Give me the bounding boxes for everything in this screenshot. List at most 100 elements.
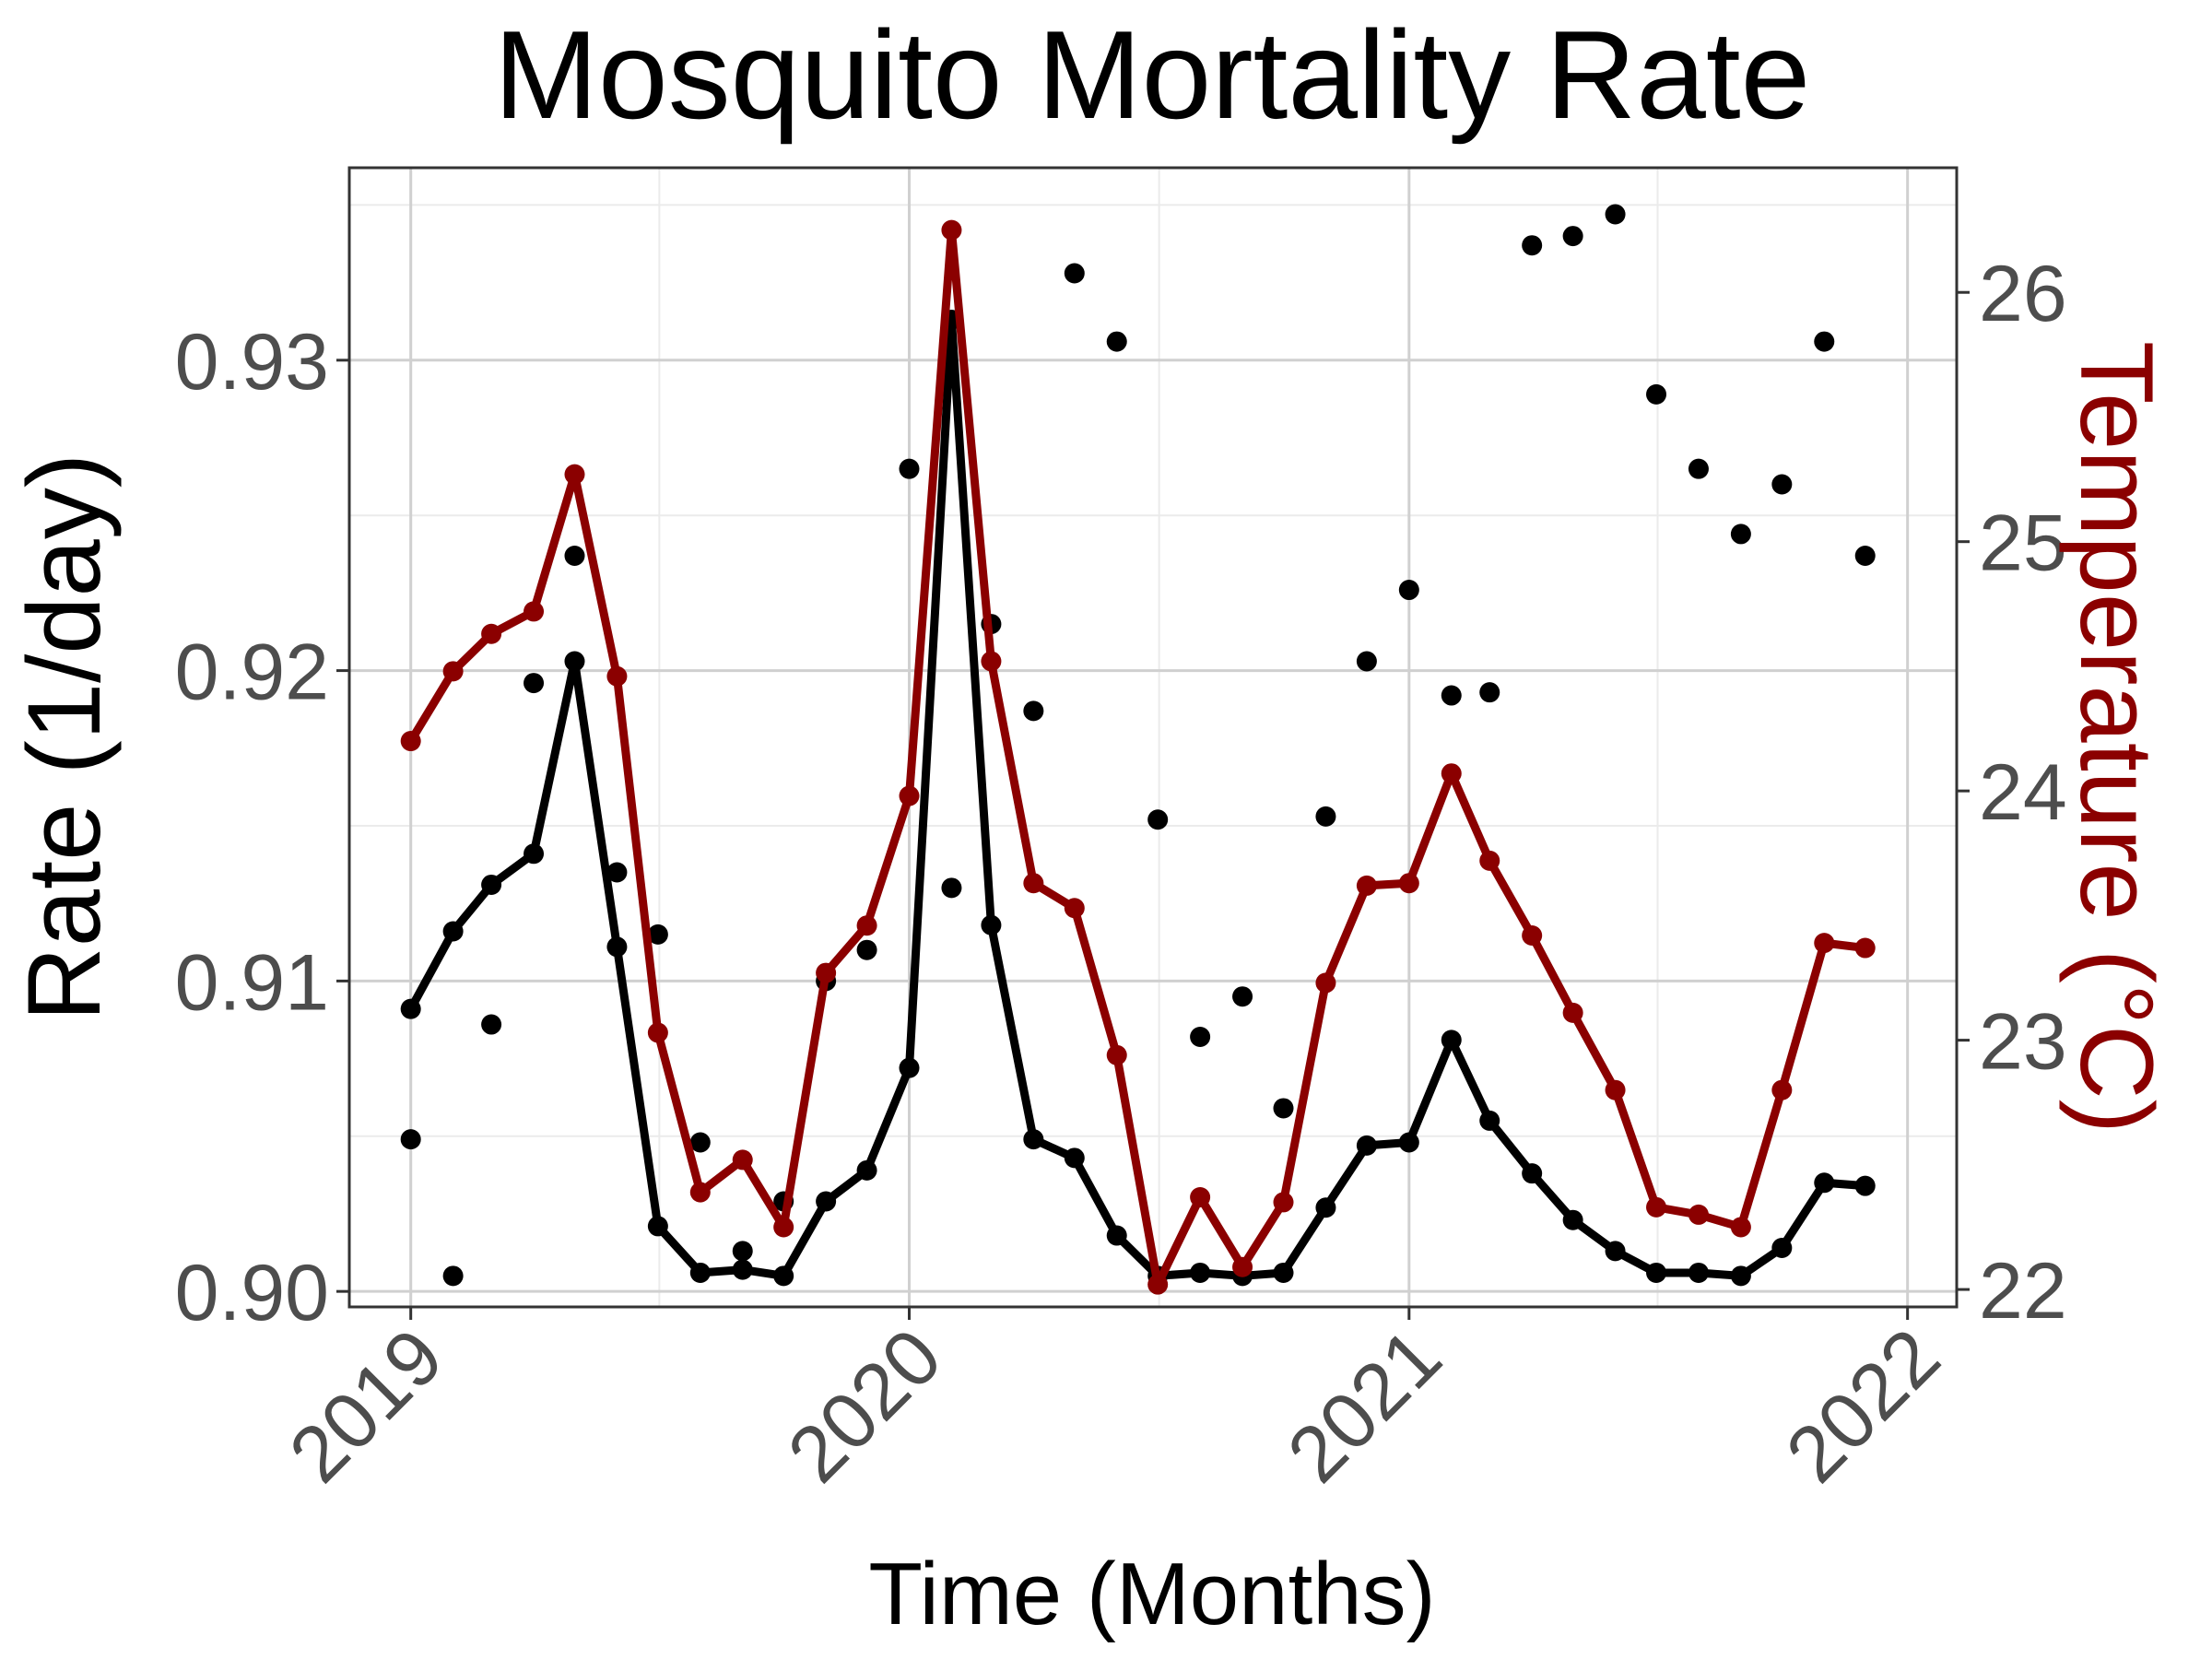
temperature-point — [1064, 898, 1085, 919]
observed-rate-point — [1441, 685, 1462, 706]
observed-rate-point — [1398, 580, 1419, 601]
rate-point — [606, 936, 628, 958]
left-axis-tick-labels: 0.90 0.91 0.92 0.93 — [175, 318, 329, 1337]
x-axis-title: Time (Months) — [868, 1545, 1435, 1643]
observed-rate-point — [481, 1014, 502, 1035]
temperature-point — [1147, 1274, 1169, 1295]
rate-point — [899, 1057, 920, 1078]
observed-rate-point — [1190, 1026, 1211, 1047]
right-axis-tick-labels: 22 23 24 25 26 — [1979, 250, 2067, 1335]
observed-rate-point — [732, 1241, 753, 1262]
temperature-point — [773, 1217, 794, 1238]
observed-rate-point — [689, 1132, 711, 1153]
rate-point — [1190, 1262, 1211, 1283]
temperature-point — [1688, 1204, 1709, 1225]
chart-title: Mosquito Mortality Rate — [494, 5, 1811, 145]
observed-rate-point — [1356, 651, 1377, 672]
rate-point — [1854, 1175, 1876, 1196]
plot-panel-border — [347, 166, 1959, 1309]
temperature-point — [524, 601, 545, 622]
observed-rate-point — [941, 877, 962, 899]
temperature-point — [1562, 1002, 1583, 1023]
rate-point — [647, 1216, 668, 1237]
rate-point — [1273, 1262, 1294, 1283]
temperature-point — [1106, 1044, 1127, 1065]
left-axis-tick-label: 0.91 — [175, 938, 329, 1027]
rate-point — [1814, 1172, 1835, 1194]
observed-rate-point — [1730, 524, 1751, 545]
right-axis-tick-label: 25 — [1979, 500, 2067, 588]
temperature-line — [406, 226, 1866, 1289]
observed-rate-point — [1605, 204, 1626, 225]
observed-rate-point — [1814, 331, 1835, 352]
rate-point — [1106, 1225, 1127, 1246]
rate-point — [1441, 1030, 1462, 1051]
observed-rate-point — [1106, 331, 1127, 352]
rate-point — [400, 998, 421, 1019]
observed-rate-points — [400, 204, 1876, 1287]
temperature-series — [400, 219, 1876, 1295]
temperature-point — [1479, 850, 1500, 871]
rate-point — [442, 921, 464, 942]
y-axis-title: Rate (1/day) — [6, 453, 122, 1021]
x-axis-tick-label: 2019 — [273, 1312, 460, 1500]
observed-rate-point — [1646, 383, 1667, 405]
temperature-point — [400, 731, 421, 752]
temperature-point — [899, 785, 920, 806]
observed-rate-point — [1479, 682, 1500, 703]
rate-point — [1730, 1265, 1751, 1287]
temperature-point — [816, 962, 837, 983]
temperature-point — [1730, 1217, 1751, 1238]
right-axis-tick-label: 24 — [1979, 748, 2067, 837]
observed-rate-point — [1315, 806, 1336, 827]
observed-rate-point — [1854, 545, 1876, 566]
temperature-point — [1232, 1256, 1253, 1277]
rate-point — [481, 874, 502, 895]
left-axis-tick-label: 0.92 — [175, 629, 329, 717]
temperature-point — [981, 651, 1002, 672]
x-axis-tick-label: 2022 — [1770, 1312, 1957, 1500]
y2-axis-title: Temperature (°C) — [2059, 341, 2174, 1134]
temperature-point — [1814, 933, 1835, 954]
observed-rate-point — [1232, 986, 1253, 1007]
axis-ticks — [336, 290, 1970, 1320]
temperature-point — [732, 1149, 753, 1171]
temperature-point — [1315, 972, 1336, 994]
observed-rate-point — [1273, 1098, 1294, 1119]
left-axis-tick-label: 0.90 — [175, 1249, 329, 1337]
observed-rate-point — [899, 458, 920, 479]
temperature-point — [1190, 1186, 1211, 1207]
temperature-point — [606, 665, 628, 687]
x-axis-tick-label: 2020 — [771, 1312, 959, 1500]
rate-point — [1771, 1238, 1793, 1259]
x-axis-tick-label: 2021 — [1271, 1312, 1458, 1500]
observed-rate-point — [647, 924, 668, 945]
rate-point — [773, 1265, 794, 1287]
temperature-point — [1356, 875, 1377, 896]
temperature-point — [1522, 925, 1543, 947]
temperature-point — [564, 464, 585, 485]
observed-rate-point — [1771, 474, 1793, 495]
right-axis-tick-label: 22 — [1979, 1247, 2067, 1335]
temperature-point — [1023, 873, 1044, 894]
grid — [349, 168, 1957, 1307]
temperature-point — [1398, 873, 1419, 894]
observed-rate-point — [1023, 700, 1044, 722]
observed-rate-point — [524, 673, 545, 694]
temperature-point — [1605, 1079, 1626, 1100]
temperature-point — [941, 219, 962, 241]
observed-rate-point — [1147, 809, 1169, 830]
right-axis-tick-label: 26 — [1979, 250, 2067, 338]
rate-point — [689, 1262, 711, 1283]
observed-rate-point — [856, 939, 877, 960]
right-axis-tick-label: 23 — [1979, 998, 2067, 1087]
rate-point — [1479, 1110, 1500, 1131]
observed-rate-point — [564, 545, 585, 566]
rate-point — [816, 1191, 837, 1212]
rate-point — [1398, 1132, 1419, 1153]
rate-point — [564, 651, 585, 672]
observed-rate-point — [606, 862, 628, 883]
rate-point — [1023, 1129, 1044, 1150]
rate-point — [981, 914, 1002, 935]
